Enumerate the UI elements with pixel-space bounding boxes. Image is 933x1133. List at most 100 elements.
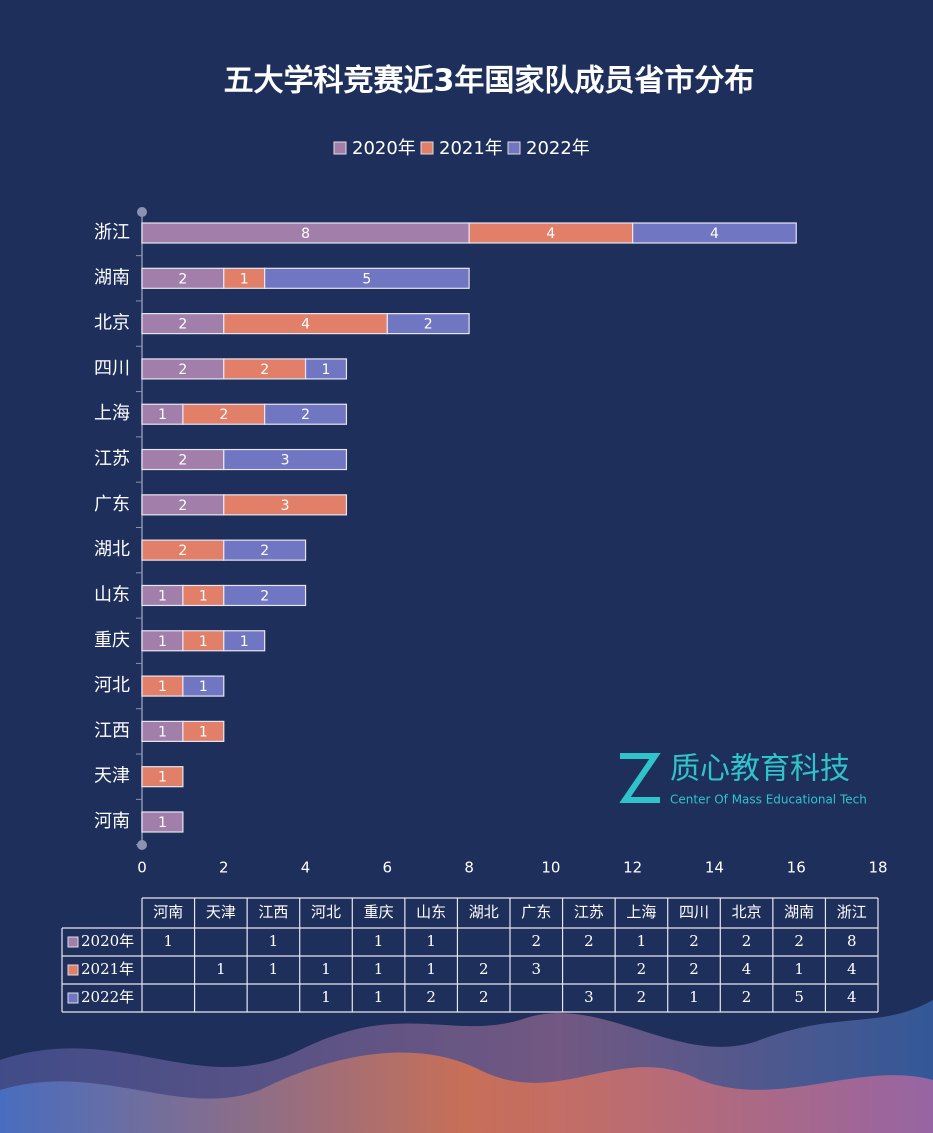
data-label: 1 xyxy=(240,271,249,287)
y-tick-label: 北京 xyxy=(94,313,130,334)
x-tick-label: 18 xyxy=(868,859,887,877)
table-header: 湖南 xyxy=(784,903,814,921)
data-label: 1 xyxy=(158,588,167,604)
table-cell: 2 xyxy=(689,932,699,950)
y-tick-label: 上海 xyxy=(94,403,130,424)
data-label: 1 xyxy=(158,815,167,831)
bar xyxy=(264,403,348,425)
data-label: 1 xyxy=(158,724,167,740)
data-label: 1 xyxy=(158,407,167,423)
axis-end xyxy=(137,207,147,217)
table-cell: 1 xyxy=(164,932,174,950)
x-tick-label: 0 xyxy=(137,859,147,877)
table-cell: 1 xyxy=(794,960,804,978)
bar xyxy=(223,630,266,652)
table-cell: 3 xyxy=(584,988,594,1006)
table-cell: 1 xyxy=(269,960,279,978)
table-cell: 2 xyxy=(742,932,752,950)
table-header: 重庆 xyxy=(364,903,394,921)
data-label: 1 xyxy=(199,634,208,650)
x-tick-label: 14 xyxy=(705,859,724,877)
data-label: 1 xyxy=(199,679,208,695)
data-label: 2 xyxy=(424,317,433,333)
wave xyxy=(0,1052,933,1133)
y-tick-label: 天津 xyxy=(94,766,130,787)
table-header: 北京 xyxy=(732,903,762,921)
legend-label: 2022年 xyxy=(526,138,590,159)
x-tick-label: 12 xyxy=(623,859,642,877)
table-header: 江西 xyxy=(258,903,288,921)
table-cell: 1 xyxy=(689,988,699,1006)
legend-swatch xyxy=(420,141,434,155)
data-label: 1 xyxy=(158,770,167,786)
data-label: 2 xyxy=(260,588,269,604)
x-tick-label: 8 xyxy=(464,859,474,877)
table-header: 湖北 xyxy=(469,903,499,921)
table-header: 四川 xyxy=(679,903,709,921)
bar xyxy=(141,811,184,833)
data-label: 2 xyxy=(178,453,187,469)
table-cell: 2 xyxy=(479,960,489,978)
x-tick-label: 16 xyxy=(787,859,806,877)
watermark-logo xyxy=(619,753,661,803)
table-cell: 1 xyxy=(321,960,331,978)
data-label: 1 xyxy=(158,679,167,695)
table-cell: 2 xyxy=(794,932,804,950)
table-cell: 1 xyxy=(321,988,331,1006)
data-label: 2 xyxy=(178,543,187,559)
data-label: 1 xyxy=(240,634,249,650)
table-cell: 5 xyxy=(794,988,804,1006)
y-tick-label: 重庆 xyxy=(94,630,130,651)
x-tick-label: 10 xyxy=(541,859,560,877)
y-tick-label: 山东 xyxy=(94,584,130,605)
table-header: 上海 xyxy=(626,903,656,921)
table-cell: 2 xyxy=(584,932,594,950)
x-tick-label: 6 xyxy=(383,859,393,877)
y-tick-label: 江西 xyxy=(94,720,130,741)
legend-swatch xyxy=(507,141,521,155)
data-label: 4 xyxy=(710,226,719,242)
bar xyxy=(264,267,470,289)
data-label: 2 xyxy=(178,498,187,514)
table-row-label: 2022年 xyxy=(81,988,134,1006)
bar xyxy=(632,222,797,244)
bar xyxy=(182,720,225,742)
table-header: 山东 xyxy=(416,903,446,921)
bar xyxy=(141,766,184,788)
data-label: 3 xyxy=(281,453,290,469)
bar xyxy=(182,675,225,697)
table-header: 天津 xyxy=(206,903,236,921)
table-cell: 2 xyxy=(426,988,436,1006)
table-swatch xyxy=(67,936,79,948)
data-label: 1 xyxy=(158,634,167,650)
data-label: 2 xyxy=(301,407,310,423)
table-swatch xyxy=(67,992,79,1004)
y-tick-label: 广东 xyxy=(94,494,130,515)
table-header: 河北 xyxy=(311,903,341,921)
table-cell: 1 xyxy=(216,960,226,978)
data-label: 2 xyxy=(219,407,228,423)
legend-swatch xyxy=(333,141,347,155)
table-cell: 2 xyxy=(532,932,542,950)
data-label: 2 xyxy=(178,271,187,287)
y-tick-label: 河北 xyxy=(94,675,130,696)
data-label: 3 xyxy=(281,498,290,514)
legend-label: 2020年 xyxy=(352,138,416,159)
data-label: 8 xyxy=(301,226,310,242)
data-label: 4 xyxy=(546,226,555,242)
y-tick-label: 四川 xyxy=(94,358,130,379)
table-cell: 2 xyxy=(637,960,647,978)
bar xyxy=(223,584,307,607)
table-cell: 2 xyxy=(689,960,699,978)
y-tick-label: 浙江 xyxy=(94,222,130,243)
watermark-tagline: Center Of Mass Educational Tech xyxy=(670,793,867,807)
table-cell: 1 xyxy=(374,988,384,1006)
data-label: 1 xyxy=(322,362,331,378)
bar xyxy=(223,539,307,561)
table-row-label: 2020年 xyxy=(81,932,134,950)
watermark-name: 质心教育科技 xyxy=(670,752,850,787)
table-cell: 1 xyxy=(374,960,384,978)
bar xyxy=(386,313,470,335)
